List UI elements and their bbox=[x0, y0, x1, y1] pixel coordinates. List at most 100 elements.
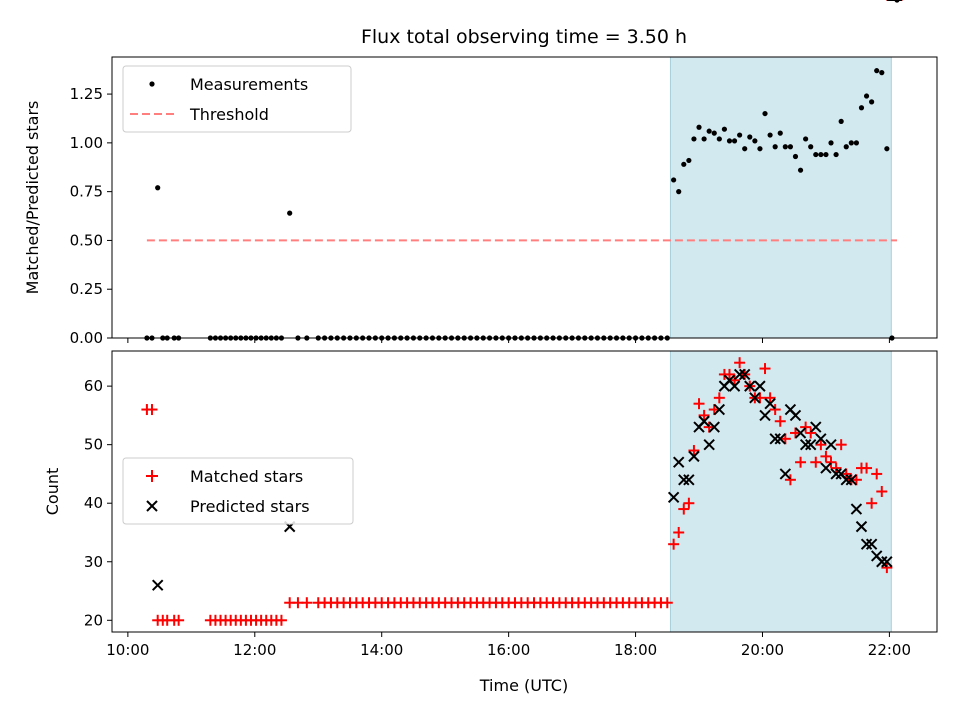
predicted-stars-point bbox=[810, 421, 822, 433]
measurements-point bbox=[716, 136, 722, 142]
y-tick-label: 40 bbox=[84, 494, 103, 512]
predicted-stars-point bbox=[713, 403, 726, 416]
legend: Matched stars Predicted stars bbox=[122, 457, 354, 525]
measurements-point bbox=[838, 118, 844, 124]
predicted-stars-point bbox=[805, 438, 817, 451]
measurements-point bbox=[762, 110, 768, 117]
matched-stars-point bbox=[866, 497, 878, 509]
legend-box bbox=[122, 65, 352, 133]
measurements-point bbox=[671, 177, 677, 183]
highlight-span bbox=[669, 56, 892, 339]
predicted-stars-point bbox=[759, 409, 771, 422]
matched-stars-point bbox=[881, 562, 893, 574]
predicted-stars-point bbox=[860, 538, 873, 550]
matched-stars-point bbox=[810, 456, 822, 468]
x-tick-label: 22:00 bbox=[868, 641, 911, 659]
predicted-stars-point bbox=[673, 456, 685, 468]
plot-frame bbox=[111, 56, 938, 339]
matched-stars-point bbox=[784, 474, 796, 486]
predicted-stars-point bbox=[855, 520, 868, 533]
predicted-stars-point bbox=[815, 433, 827, 445]
x-tick-label: 18:00 bbox=[614, 641, 657, 659]
measurements-point bbox=[803, 136, 809, 142]
matched-stars-point bbox=[830, 462, 842, 474]
legend: Measurements Threshold bbox=[122, 65, 352, 133]
matched-stars-point bbox=[173, 614, 185, 626]
measurements-point bbox=[863, 93, 870, 99]
matched-stars-point bbox=[668, 538, 680, 550]
matched-stars-point bbox=[774, 415, 786, 427]
predicted-stars-point bbox=[769, 433, 781, 445]
predicted-stars-point bbox=[876, 556, 888, 568]
predicted-stars-point bbox=[794, 427, 807, 439]
plot-frame bbox=[111, 350, 938, 633]
measurements-point bbox=[737, 132, 743, 138]
y-axis-label: Matched/Predicted stars bbox=[23, 101, 42, 295]
predicted-stars-point bbox=[779, 468, 792, 480]
matched-stars-point bbox=[800, 421, 812, 433]
predicted-stars-point bbox=[667, 491, 680, 504]
measurements-point bbox=[676, 189, 682, 195]
measurements-point bbox=[787, 144, 794, 150]
matched-stars-point bbox=[301, 597, 313, 609]
measurements-point bbox=[731, 138, 738, 144]
y-tick-label: 30 bbox=[84, 553, 103, 571]
matched-stars-point bbox=[688, 445, 700, 457]
predicted-stars-point bbox=[830, 468, 842, 480]
x-axis-label: Time (UTC) bbox=[479, 676, 568, 695]
predicted-stars-point bbox=[688, 450, 700, 463]
ratio-panel: 0.00 0.25 0.50 0.75 1.00 1.25 Matched/Predict… bbox=[23, 0, 938, 347]
legend-label-threshold: Threshold bbox=[189, 105, 269, 124]
y-tick-label: 0.75 bbox=[70, 183, 103, 201]
x-tick-label: 14:00 bbox=[360, 641, 403, 659]
measurements-point bbox=[797, 167, 804, 173]
measurements-point bbox=[772, 144, 778, 150]
matched-stars-point bbox=[678, 503, 690, 515]
measurements-point bbox=[808, 144, 814, 150]
highlight-span bbox=[669, 350, 892, 633]
matched-stars-point bbox=[876, 486, 888, 497]
count-marks bbox=[141, 0, 903, 626]
predicted-stars-point bbox=[739, 368, 751, 381]
matched-stars-point bbox=[820, 450, 832, 462]
measurements-point bbox=[879, 70, 885, 76]
matched-stars-point bbox=[713, 392, 725, 404]
y-axis-label: Count bbox=[43, 468, 62, 516]
measurements-point bbox=[757, 146, 763, 152]
measurements-point bbox=[823, 151, 829, 158]
predicted-stars-point bbox=[733, 368, 746, 381]
matched-stars-point bbox=[835, 439, 847, 451]
count-panel: 10:00 12:00 14:00 16:00 18:00 20:00 22:00 20 30 4… bbox=[43, 0, 938, 695]
predicted-stars-point bbox=[728, 380, 741, 392]
y-tick-label: 1.25 bbox=[70, 85, 103, 103]
measurements-point bbox=[726, 138, 733, 144]
legend-label-matched: Matched stars bbox=[190, 467, 303, 486]
predicted-stars-point bbox=[820, 462, 832, 474]
x-tick-label: 10:00 bbox=[106, 641, 149, 659]
predicted-stars-point bbox=[678, 474, 690, 486]
y-tick-label: 20 bbox=[84, 611, 103, 629]
y-tick-label: 0.25 bbox=[70, 280, 103, 298]
x-tick-label: 12:00 bbox=[233, 641, 276, 659]
predicted-stars-point bbox=[744, 380, 756, 392]
matched-stars-point bbox=[825, 456, 837, 468]
matched-stars-point bbox=[146, 404, 158, 416]
measurements-point bbox=[696, 124, 702, 130]
matched-stars-point bbox=[698, 409, 710, 421]
measurements-point bbox=[706, 128, 712, 134]
predicted-stars-point bbox=[825, 438, 837, 451]
matched-stars-point bbox=[673, 526, 685, 538]
measurements-point bbox=[833, 151, 839, 158]
predicted-stars-point bbox=[881, 556, 893, 568]
legend-label-measurements: Measurements bbox=[190, 75, 308, 94]
predicted-stars-point bbox=[698, 415, 710, 427]
predicted-stars-point bbox=[865, 538, 878, 550]
predicted-stars-point bbox=[764, 397, 776, 410]
predicted-stars-point bbox=[754, 380, 766, 392]
y-tick-label: 1.00 bbox=[70, 134, 103, 152]
matched-stars-point bbox=[759, 363, 771, 375]
predicted-stars-point bbox=[850, 503, 863, 515]
matched-stars-point bbox=[871, 468, 883, 480]
legend-marker-matched bbox=[146, 470, 158, 482]
matched-stars-point bbox=[769, 404, 781, 416]
